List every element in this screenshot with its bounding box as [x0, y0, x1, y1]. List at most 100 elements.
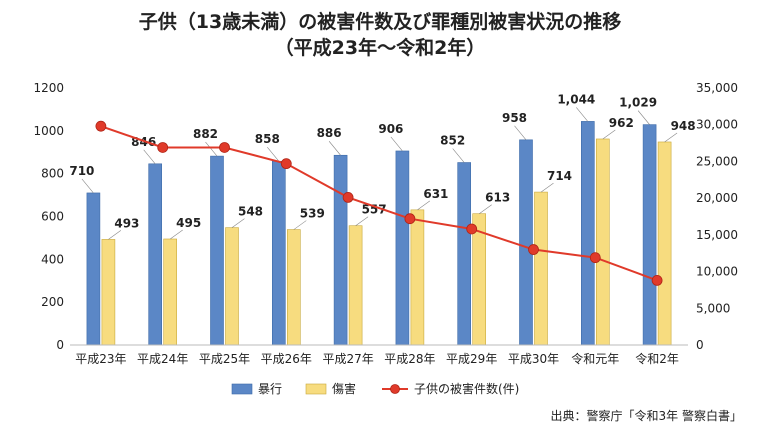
y-right-tick-label: 5,000 — [696, 301, 730, 315]
y-right-tick-label: 35,000 — [696, 81, 738, 95]
y-left-tick-label: 1200 — [33, 81, 64, 95]
line-point — [528, 244, 539, 255]
bar-shougai — [225, 227, 239, 346]
bar-bouko — [271, 160, 286, 346]
data-label-leader — [267, 147, 280, 162]
line-point — [466, 223, 478, 235]
x-tick-label: 平成23年 — [75, 352, 126, 366]
y-left-tick-label: 1000 — [33, 124, 64, 138]
data-label-bouko: 1,044 — [557, 92, 595, 106]
line-point — [651, 274, 663, 286]
legend-label-line: 子供の被害件数(件) — [414, 381, 519, 396]
data-label-bouko: 1,029 — [619, 96, 657, 110]
y-right-tick-label: 0 — [696, 338, 704, 352]
data-label-leader — [81, 178, 94, 194]
data-label-shougai: 548 — [238, 205, 263, 219]
x-tick-label: 平成24年 — [137, 352, 188, 366]
data-label-leader — [479, 204, 492, 214]
data-label-shougai: 613 — [485, 191, 510, 205]
bar-bouko — [395, 150, 410, 346]
data-label-leader — [108, 230, 122, 240]
data-label-shougai: 714 — [547, 169, 572, 183]
line-point — [589, 252, 601, 264]
chart-subtitle: （平成23年～令和2年） — [274, 37, 486, 59]
data-label-bouko: 906 — [378, 122, 403, 136]
legend-label-shougai: 傷害 — [332, 381, 356, 396]
y-right-tick-label: 25,000 — [696, 154, 738, 168]
x-tick-label: 令和2年 — [635, 351, 679, 366]
data-label-leader — [170, 229, 183, 240]
bar-bouko — [148, 163, 162, 346]
bar-shougai — [286, 229, 301, 346]
data-label-leader — [576, 107, 589, 122]
x-tick-label: 平成29年 — [446, 352, 497, 366]
x-tick-label: 平成26年 — [261, 352, 312, 366]
data-label-bouko: 852 — [440, 134, 465, 148]
line-point — [157, 142, 169, 153]
data-label-leader — [231, 218, 245, 228]
bar-bouko — [580, 121, 595, 346]
line-point — [219, 142, 230, 153]
data-label-shougai: 539 — [300, 207, 325, 221]
chart-canvas: 0 200 400 600 800 1000 1200 0 5,000 10,000 15,000 2… — [33, 81, 738, 396]
data-label-leader — [417, 200, 431, 211]
data-label-shougai: 948 — [671, 119, 696, 133]
y-right-tick-label: 20,000 — [696, 191, 738, 205]
bar-shougai — [348, 225, 363, 346]
legend-swatch-bouko — [231, 383, 253, 395]
line-higai-kensu — [100, 125, 658, 282]
data-label-leader — [328, 141, 341, 156]
y-left-tick-label: 200 — [41, 295, 64, 309]
bar-shougai — [595, 138, 610, 346]
y-left-tick-label: 800 — [41, 167, 64, 181]
source-note: 出典：警察庁「令和3年 警察白書」 — [550, 409, 742, 423]
bar-bouko — [642, 124, 657, 346]
x-tick-label: 平成27年 — [322, 352, 373, 366]
data-label-shougai: 493 — [114, 216, 139, 230]
bar-bouko — [457, 162, 472, 346]
data-label-bouko: 858 — [255, 132, 280, 146]
data-label-leader — [390, 136, 403, 152]
data-label-leader — [143, 149, 156, 165]
data-label-leader — [514, 125, 527, 141]
data-label-leader — [452, 148, 465, 163]
bar-shougai — [534, 191, 548, 346]
data-label-bouko: 882 — [193, 127, 218, 141]
y-left-tick-label: 600 — [41, 210, 64, 224]
y-right-tick-label: 30,000 — [696, 118, 738, 132]
y-left-tick-label: 0 — [56, 338, 64, 352]
bar-shougai — [101, 239, 116, 346]
data-label-shougai: 557 — [362, 203, 387, 217]
bar-bouko — [519, 139, 533, 346]
x-tick-label: 平成25年 — [199, 352, 250, 366]
bar-bouko — [333, 154, 348, 346]
data-label-leader — [637, 110, 650, 125]
data-label-leader — [355, 216, 369, 226]
line-point — [280, 158, 292, 170]
y-right-tick-label: 10,000 — [696, 265, 738, 279]
bar-bouko — [210, 155, 224, 346]
line-point — [342, 192, 354, 203]
x-tick-label: 令和元年 — [571, 351, 619, 366]
data-label-leader — [540, 182, 554, 193]
data-label-bouko: 710 — [69, 164, 94, 178]
data-label-shougai: 631 — [423, 187, 448, 201]
data-label-leader — [602, 129, 616, 140]
legend-swatch-shougai — [305, 383, 327, 395]
data-label-leader — [205, 141, 218, 157]
y-left-tick-label: 400 — [41, 252, 64, 266]
x-tick-label: 平成28年 — [384, 352, 435, 366]
data-label-shougai: 962 — [609, 116, 634, 130]
line-point — [404, 213, 416, 225]
data-label-leader — [664, 132, 678, 143]
data-label-bouko: 886 — [317, 126, 342, 140]
chart-title: 子供（13歳未満）の被害件数及び罪種別被害状況の推移 — [138, 11, 622, 33]
bar-shougai — [163, 238, 177, 346]
x-tick-label: 平成30年 — [508, 352, 559, 366]
data-label-shougai: 495 — [176, 216, 201, 230]
legend-label-bouko: 暴行 — [258, 382, 282, 396]
bar-bouko — [86, 192, 101, 346]
bar-shougai — [657, 141, 672, 346]
bar-shougai — [410, 209, 425, 346]
